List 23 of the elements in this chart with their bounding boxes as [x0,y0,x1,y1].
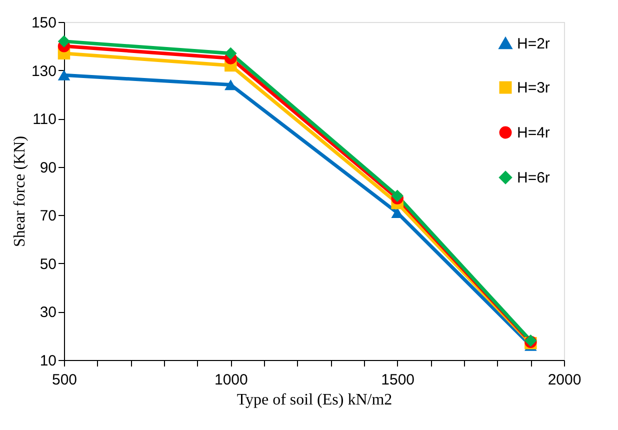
legend-label: H=6r [517,170,550,186]
legend-label: H=4r [517,124,550,142]
x-tick-label: 500 [52,372,78,388]
point [224,79,237,90]
legend-label: H=2r [517,36,550,52]
y-axis-title: Shear force (KN) [11,136,28,248]
y-tick-label: 70 [40,208,56,225]
point [224,47,237,60]
y-tick-label: 50 [40,256,56,273]
x-tick-label: 1500 [381,372,415,388]
x-axis-title: Type of soil (Es) kN/m2 [236,392,392,408]
x-tick-label: 1000 [214,372,248,388]
point [58,70,70,80]
y-tick-label: 150 [31,14,56,32]
y-tick-label: 10 [40,352,56,370]
point [58,35,70,48]
y-tick-label: 90 [40,159,56,176]
x-tick-label: 2000 [548,372,582,388]
y-tick-label: 30 [40,304,56,322]
y-tick-label: 110 [32,111,56,128]
legend-label: H=3r [517,80,550,96]
point [391,190,404,202]
y-tick-label: 130 [31,62,56,80]
